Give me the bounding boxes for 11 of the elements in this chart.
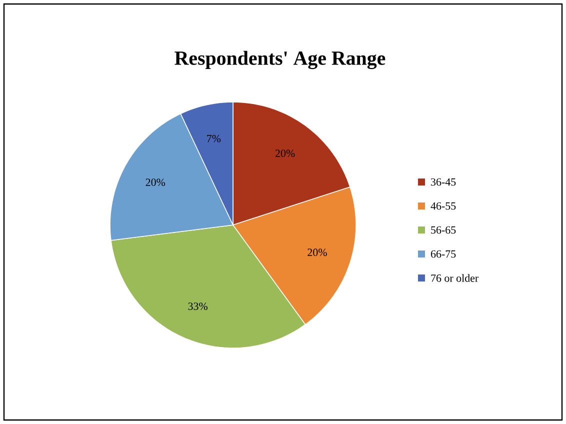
legend-label: 46-55: [430, 202, 456, 210]
legend-label: 66-75: [430, 250, 456, 258]
legend-label: 56-65: [431, 226, 456, 234]
legend-label: 36-45: [431, 178, 456, 186]
data-label: 33%: [188, 302, 208, 310]
legend-label: 76 or older: [431, 274, 478, 282]
data-label: 20%: [276, 150, 295, 158]
data-label: 20%: [146, 178, 166, 186]
data-label: 7%: [207, 134, 221, 142]
chart-title: Respondents' Age Range: [174, 50, 386, 70]
data-label: 20%: [308, 248, 327, 256]
